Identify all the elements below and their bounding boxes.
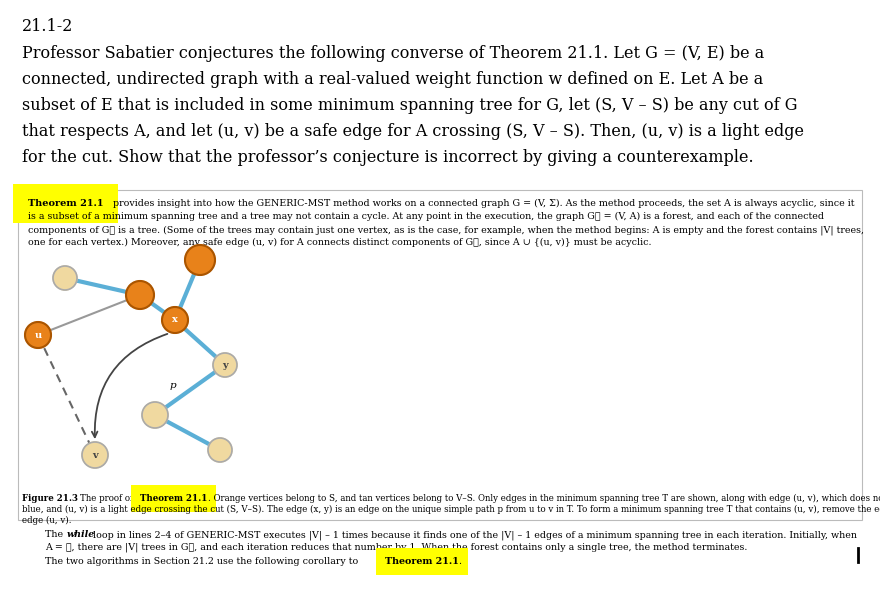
Text: 21.1-2: 21.1-2 xyxy=(22,18,73,35)
Text: p: p xyxy=(170,380,177,389)
Text: Theorem 21.1: Theorem 21.1 xyxy=(385,557,458,566)
Text: edge (u, v).: edge (u, v). xyxy=(22,516,71,525)
Text: for the cut. Show that the professor’s conjecture is incorrect by giving a count: for the cut. Show that the professor’s c… xyxy=(22,149,753,166)
Circle shape xyxy=(142,402,168,428)
Text: subset of E that is included in some minimum spanning tree for G, let (S, V – S): subset of E that is included in some min… xyxy=(22,97,797,114)
Text: blue, and (u, v) is a light edge crossing the cut (S, V–S). The edge (x, y) is a: blue, and (u, v) is a light edge crossin… xyxy=(22,505,880,514)
Text: while: while xyxy=(67,530,95,539)
Text: Theorem 21.1: Theorem 21.1 xyxy=(140,494,208,503)
Text: y: y xyxy=(222,361,228,370)
Circle shape xyxy=(53,266,77,290)
Text: The: The xyxy=(45,530,66,539)
Circle shape xyxy=(208,438,232,462)
Text: Theorem 21.1: Theorem 21.1 xyxy=(28,199,104,208)
Text: Figure 21.3: Figure 21.3 xyxy=(22,494,78,503)
Text: .: . xyxy=(458,557,461,566)
Text: is a subset of a minimum spanning tree and a tree may not contain a cycle. At an: is a subset of a minimum spanning tree a… xyxy=(28,212,824,221)
Circle shape xyxy=(213,353,237,377)
Text: . Orange vertices belong to S, and tan vertices belong to V–S. Only edges in the: . Orange vertices belong to S, and tan v… xyxy=(208,494,880,503)
Text: The two algorithms in Section 21.2 use the following corollary to: The two algorithms in Section 21.2 use t… xyxy=(45,557,362,566)
Text: u: u xyxy=(34,331,41,340)
Text: that respects A, and let (u, v) be a safe edge for A crossing (S, V – S). Then, : that respects A, and let (u, v) be a saf… xyxy=(22,123,804,140)
Circle shape xyxy=(25,322,51,348)
Circle shape xyxy=(185,245,215,275)
FancyBboxPatch shape xyxy=(18,190,862,520)
Circle shape xyxy=(82,442,108,468)
Text: v: v xyxy=(92,450,98,459)
Text: loop in lines 2–4 of GENERIC-MST executes |V| – 1 times because it finds one of : loop in lines 2–4 of GENERIC-MST execute… xyxy=(93,530,857,539)
Text: x: x xyxy=(172,316,178,325)
Text: components of G⁁ is a tree. (Some of the trees may contain just one vertex, as i: components of G⁁ is a tree. (Some of the… xyxy=(28,225,864,234)
Circle shape xyxy=(126,281,154,309)
Text: The proof of: The proof of xyxy=(80,494,133,503)
Circle shape xyxy=(162,307,188,333)
Text: provides insight into how the GENERIC-MST method works on a connected graph G = : provides insight into how the GENERIC-MS… xyxy=(113,199,854,208)
Text: connected, undirected graph with a real-valued weight function w defined on E. L: connected, undirected graph with a real-… xyxy=(22,71,763,88)
Text: one for each vertex.) Moreover, any safe edge (u, v) for A connects distinct com: one for each vertex.) Moreover, any safe… xyxy=(28,238,651,247)
Text: A = ∅, there are |V| trees in G⁁, and each iteration reduces that number by 1. W: A = ∅, there are |V| trees in G⁁, and ea… xyxy=(45,543,747,553)
Text: Professor Sabatier conjectures the following converse of Theorem 21.1. Let G = (: Professor Sabatier conjectures the follo… xyxy=(22,45,764,62)
